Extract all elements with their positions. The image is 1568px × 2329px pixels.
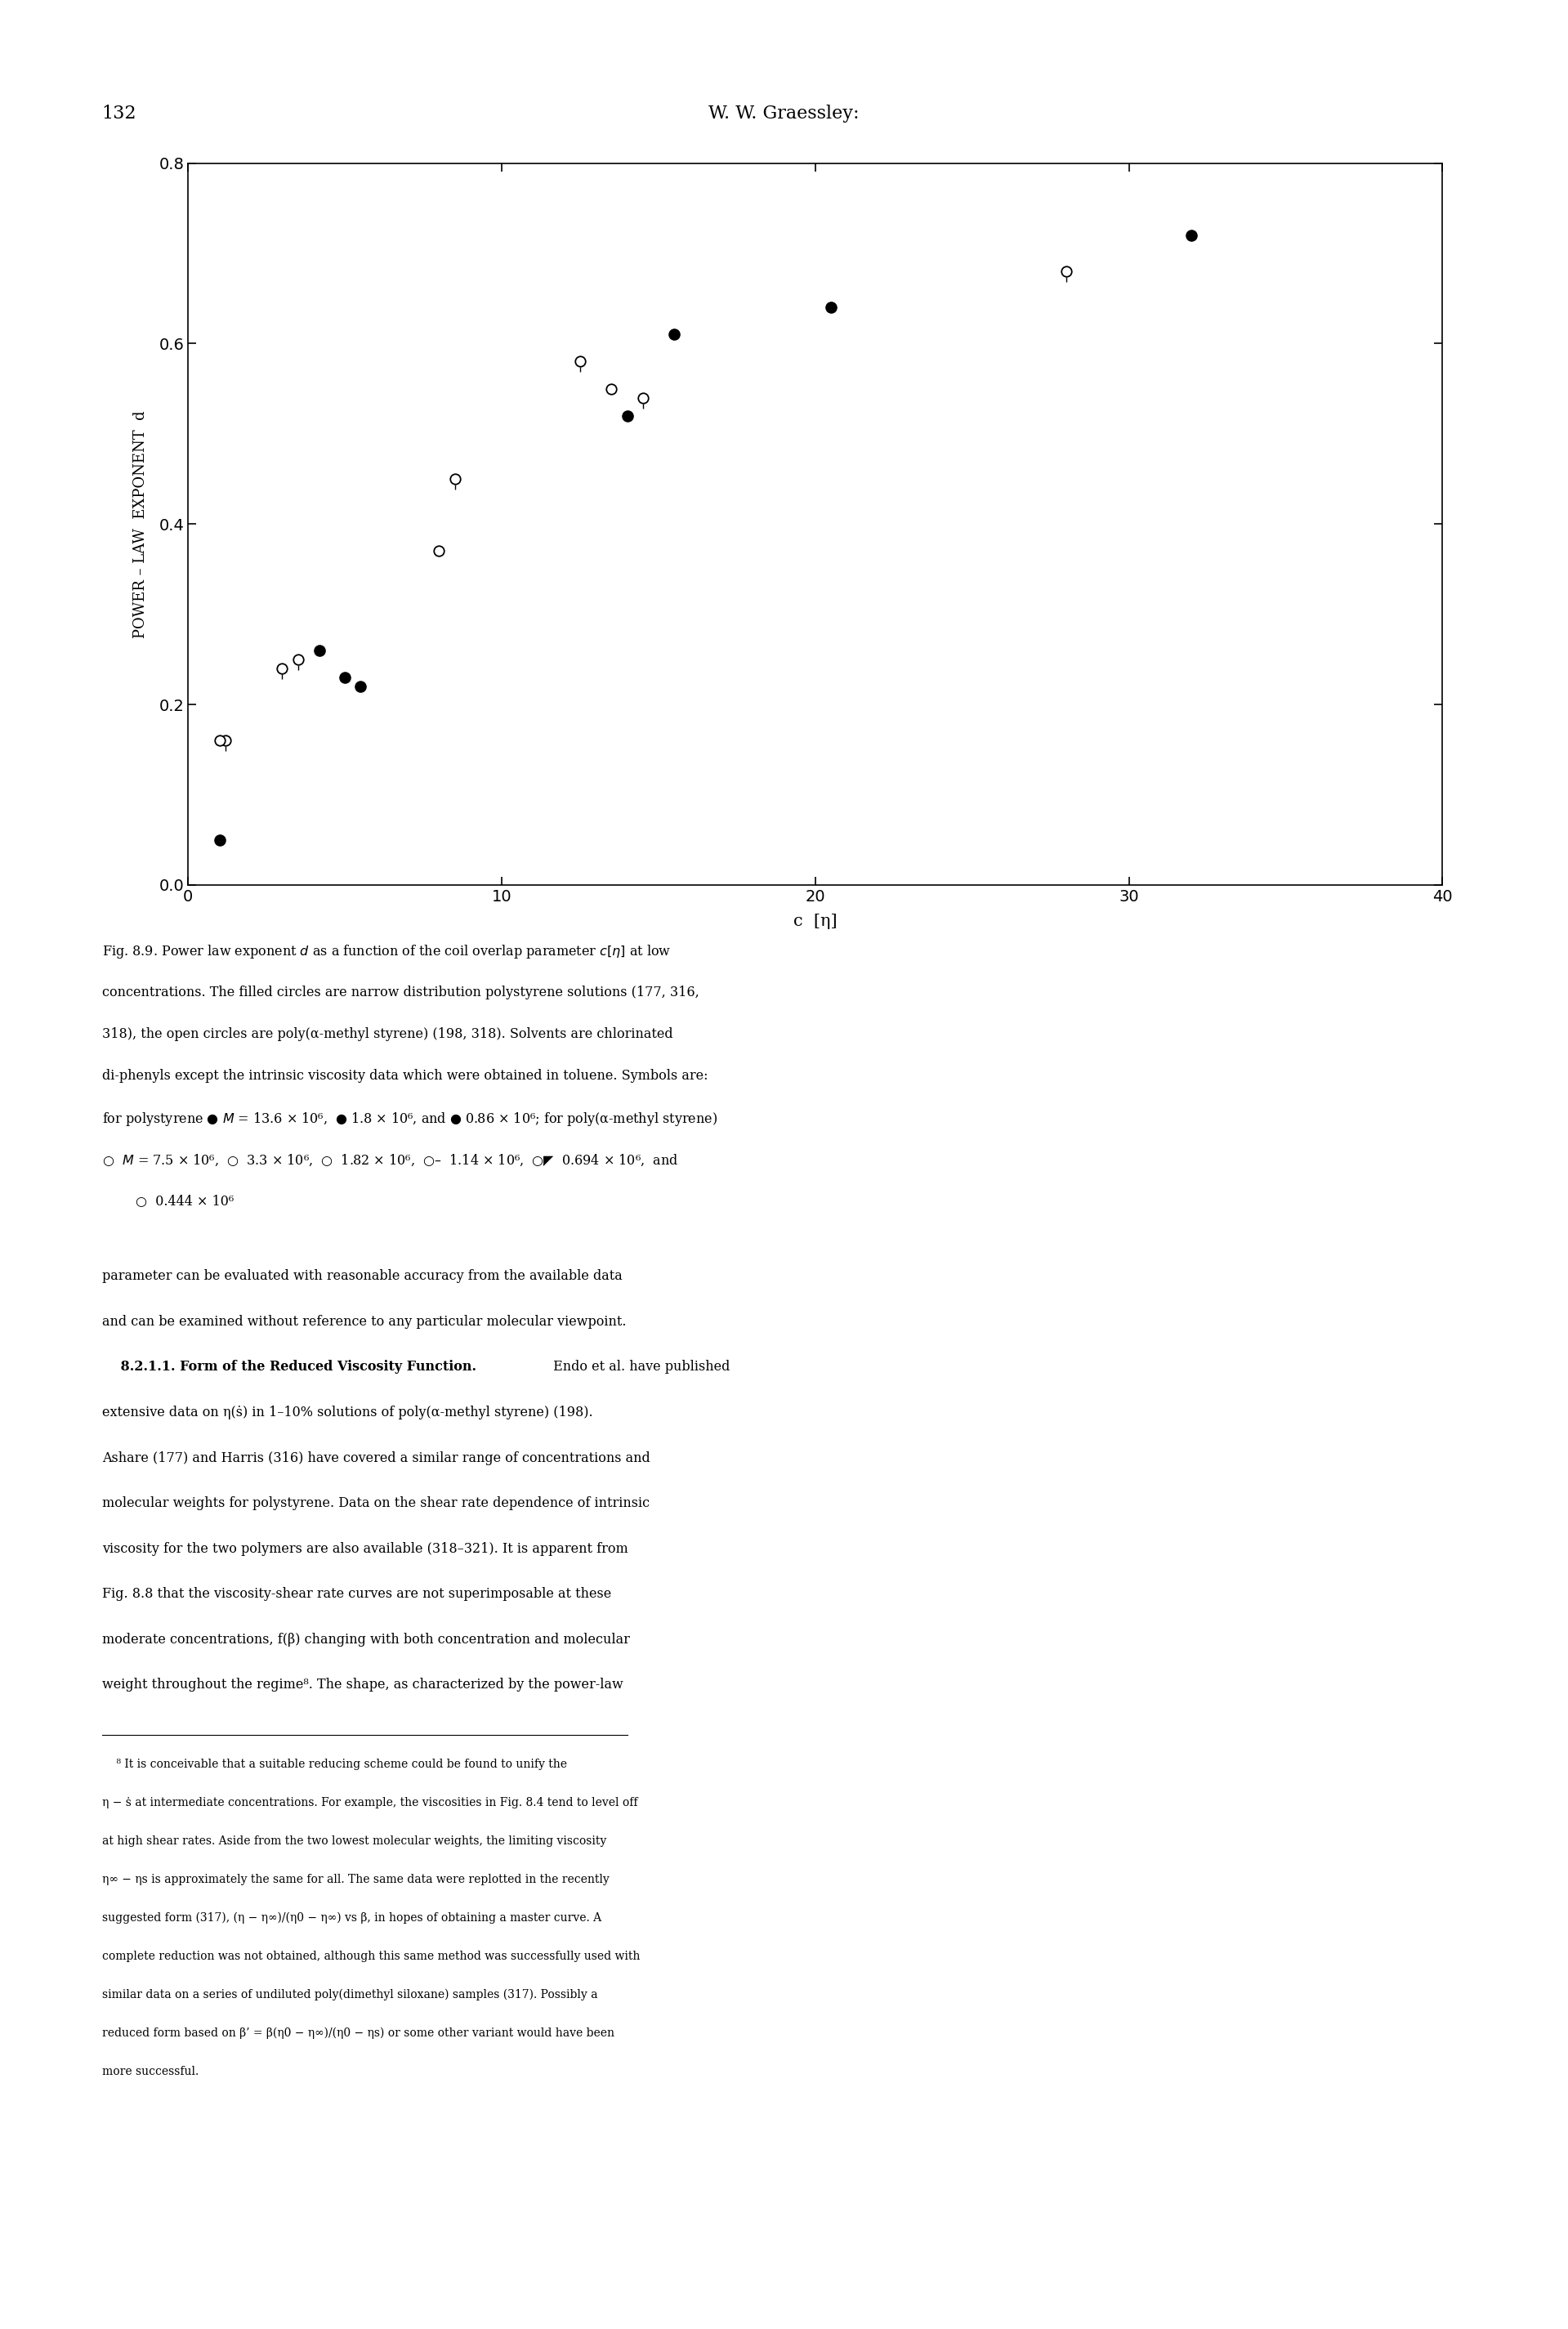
Text: ○  0.444 × 10⁶: ○ 0.444 × 10⁶	[102, 1195, 234, 1209]
Y-axis label: POWER – LAW  EXPONENT  d: POWER – LAW EXPONENT d	[133, 410, 147, 638]
Point	[307, 631, 332, 668]
Text: reduced form based on β’ = β(η0 − η∞)/(η0 − ηs) or some other variant would have: reduced form based on β’ = β(η0 − η∞)/(η…	[102, 2026, 615, 2040]
Text: Endo et al. have published: Endo et al. have published	[549, 1360, 729, 1374]
Text: 132: 132	[102, 105, 136, 123]
Text: weight throughout the regime⁸. The shape, as characterized by the power-law: weight throughout the regime⁸. The shape…	[102, 1677, 622, 1691]
Text: ○  $M$ = 7.5 × 10⁶,  ○  3.3 × 10⁶,  ○  1.82 × 10⁶,  ○–  1.14 × 10⁶,  ○◤  0.694 ×: ○ $M$ = 7.5 × 10⁶, ○ 3.3 × 10⁶, ○ 1.82 ×…	[102, 1153, 679, 1167]
Text: 318), the open circles are poly(α-methyl styrene) (198, 318). Solvents are chlor: 318), the open circles are poly(α-methyl…	[102, 1027, 673, 1041]
Text: molecular weights for polystyrene. Data on the shear rate dependence of intrinsi: molecular weights for polystyrene. Data …	[102, 1495, 649, 1509]
Text: Ashare (177) and Harris (316) have covered a similar range of concentrations and: Ashare (177) and Harris (316) have cover…	[102, 1451, 651, 1465]
Text: di-phenyls except the intrinsic viscosity data which were obtained in toluene. S: di-phenyls except the intrinsic viscosit…	[102, 1069, 707, 1083]
Text: 8.2.1.1. Form of the Reduced Viscosity Function.: 8.2.1.1. Form of the Reduced Viscosity F…	[102, 1360, 477, 1374]
Text: moderate concentrations, f(β) changing with both concentration and molecular: moderate concentrations, f(β) changing w…	[102, 1633, 630, 1647]
Point	[818, 289, 844, 326]
Text: for polystyrene ● $M$ = 13.6 × 10⁶,  ● 1.8 × 10⁶, and ● 0.86 × 10⁶; for poly(α-m: for polystyrene ● $M$ = 13.6 × 10⁶, ● 1.…	[102, 1111, 717, 1127]
Text: complete reduction was not obtained, although this same method was successfully : complete reduction was not obtained, alt…	[102, 1952, 640, 1961]
Point	[1179, 217, 1204, 254]
Text: suggested form (317), (η − η∞)/(η0 − η∞) vs β, in hopes of obtaining a master cu: suggested form (317), (η − η∞)/(η0 − η∞)…	[102, 1912, 601, 1924]
Text: more successful.: more successful.	[102, 2066, 199, 2077]
Point	[207, 822, 232, 859]
Point	[332, 659, 358, 696]
Text: Fig. 8.8 that the viscosity-shear rate curves are not superimposable at these: Fig. 8.8 that the viscosity-shear rate c…	[102, 1588, 612, 1600]
Text: η∞ − ηs is approximately the same for all. The same data were replotted in the r: η∞ − ηs is approximately the same for al…	[102, 1873, 608, 1884]
X-axis label: c  [η]: c [η]	[793, 913, 837, 929]
Text: and can be examined without reference to any particular molecular viewpoint.: and can be examined without reference to…	[102, 1314, 626, 1328]
Text: parameter can be evaluated with reasonable accuracy from the available data: parameter can be evaluated with reasonab…	[102, 1269, 622, 1283]
Text: extensive data on η(ṡ) in 1–10% solutions of poly(α-methyl styrene) (198).: extensive data on η(ṡ) in 1–10% solution…	[102, 1404, 593, 1418]
Text: concentrations. The filled circles are narrow distribution polystyrene solutions: concentrations. The filled circles are n…	[102, 985, 699, 999]
Text: at high shear rates. Aside from the two lowest molecular weights, the limiting v: at high shear rates. Aside from the two …	[102, 1835, 607, 1847]
Text: W. W. Graessley:: W. W. Graessley:	[709, 105, 859, 123]
Point	[348, 668, 373, 706]
Point	[662, 317, 687, 354]
Text: Fig. 8.9. Power law exponent $d$ as a function of the coil overlap parameter $c[: Fig. 8.9. Power law exponent $d$ as a fu…	[102, 943, 671, 960]
Text: similar data on a series of undiluted poly(dimethyl siloxane) samples (317). Pos: similar data on a series of undiluted po…	[102, 1989, 597, 2001]
Text: η − ṡ at intermediate concentrations. For example, the viscosities in Fig. 8.4 t: η − ṡ at intermediate concentrations. Fo…	[102, 1798, 638, 1807]
Text: ⁸ It is conceivable that a suitable reducing scheme could be found to unify the: ⁸ It is conceivable that a suitable redu…	[102, 1758, 568, 1770]
Text: viscosity for the two polymers are also available (318–321). It is apparent from: viscosity for the two polymers are also …	[102, 1542, 627, 1556]
Point	[615, 396, 640, 433]
